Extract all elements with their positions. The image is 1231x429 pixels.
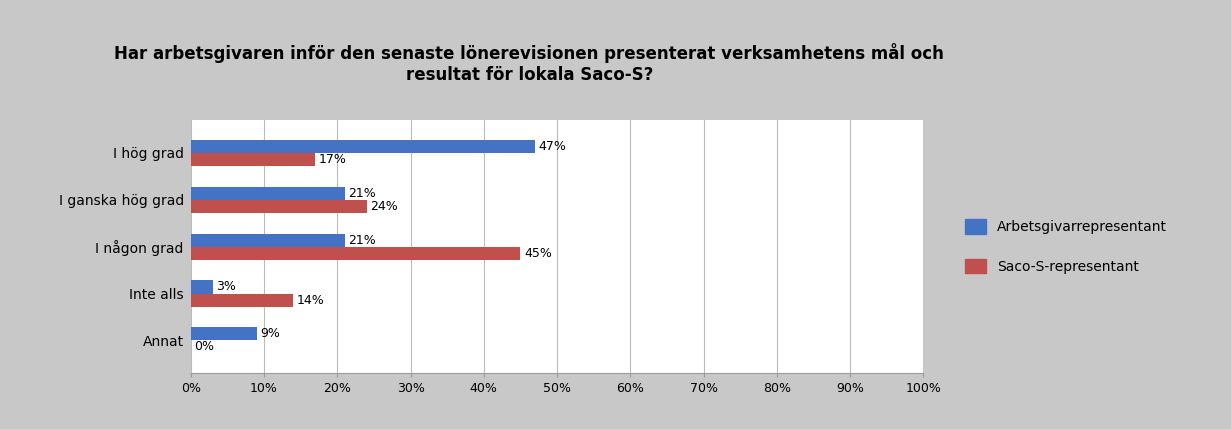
Text: Har arbetsgivaren inför den senaste lönerevisionen presenterat verksamhetens mål: Har arbetsgivaren inför den senaste löne… (114, 43, 944, 84)
Bar (191, 153, 315, 166)
Bar (191, 281, 213, 293)
Bar (191, 293, 293, 307)
Legend: Arbetsgivarrepresentant, Saco-S-representant: Arbetsgivarrepresentant, Saco-S-represen… (959, 214, 1173, 280)
Text: 47%: 47% (539, 140, 566, 153)
Text: 3%: 3% (217, 281, 236, 293)
Bar (191, 200, 367, 213)
Text: 0%: 0% (194, 341, 214, 353)
Bar (191, 247, 521, 260)
Text: 45%: 45% (524, 247, 551, 260)
Bar (191, 233, 345, 247)
Bar (191, 327, 257, 341)
Text: 21%: 21% (348, 187, 375, 200)
Text: 21%: 21% (348, 234, 375, 247)
Bar (191, 140, 535, 153)
Text: 17%: 17% (319, 153, 347, 166)
Bar (191, 187, 345, 200)
Text: 9%: 9% (261, 327, 281, 340)
Text: 24%: 24% (371, 200, 398, 213)
Text: 14%: 14% (297, 293, 325, 307)
